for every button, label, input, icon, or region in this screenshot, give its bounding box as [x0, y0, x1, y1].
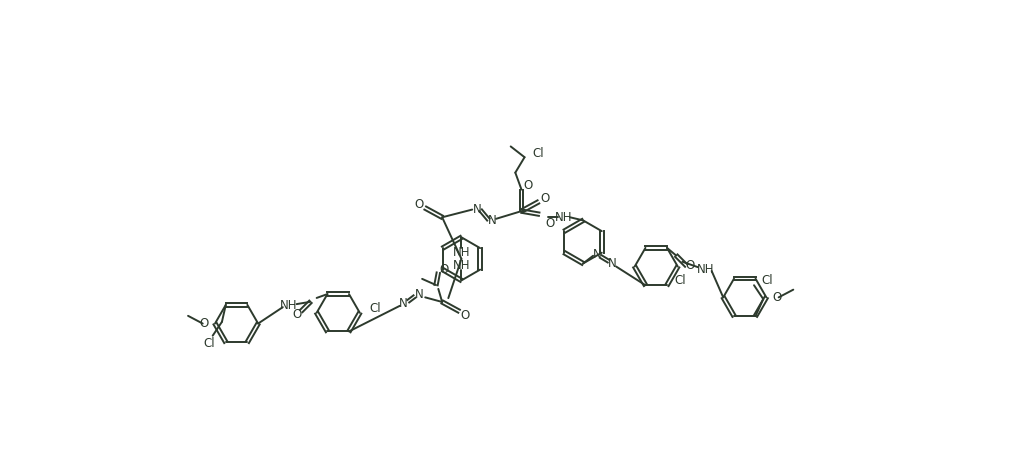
Text: N: N [593, 248, 601, 261]
Text: N: N [415, 288, 423, 301]
Text: N: N [399, 297, 408, 310]
Text: O: O [686, 259, 695, 272]
Text: O: O [439, 263, 448, 276]
Text: NH: NH [556, 211, 573, 224]
Text: Cl: Cl [203, 337, 215, 350]
Text: O: O [523, 179, 532, 192]
Text: O: O [773, 291, 782, 304]
Text: O: O [414, 198, 423, 211]
Text: Cl: Cl [762, 274, 774, 287]
Text: O: O [540, 191, 549, 205]
Text: N: N [488, 214, 497, 227]
Text: NH: NH [280, 299, 298, 312]
Text: N: N [473, 203, 481, 216]
Text: N: N [608, 257, 617, 270]
Text: NH: NH [452, 246, 471, 259]
Text: Cl: Cl [369, 302, 381, 315]
Text: O: O [200, 317, 209, 330]
Text: Cl: Cl [532, 147, 543, 160]
Text: O: O [292, 307, 301, 321]
Text: O: O [545, 217, 554, 230]
Text: O: O [461, 308, 470, 322]
Text: NH: NH [697, 263, 714, 276]
Text: Cl: Cl [675, 274, 687, 287]
Text: NH: NH [452, 258, 471, 271]
